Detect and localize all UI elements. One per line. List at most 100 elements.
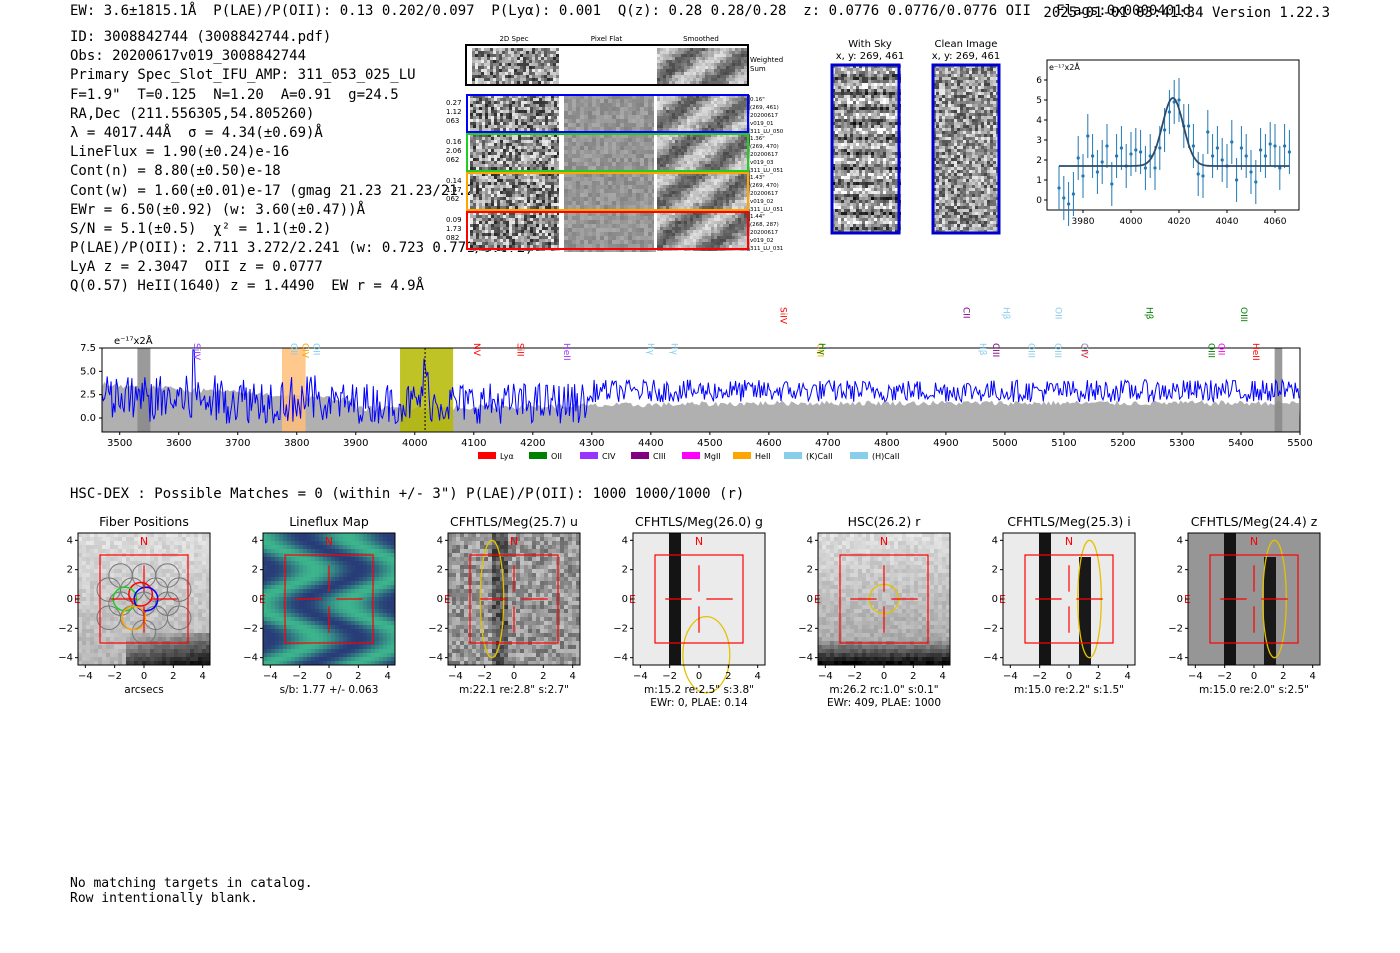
- sky-pixel: [853, 74, 856, 77]
- cutout-pixel: [572, 127, 576, 131]
- cutout-pixel: [497, 140, 500, 143]
- cutout-pixel: [666, 230, 669, 233]
- cutout-pixel: [644, 123, 648, 127]
- cutout-pixel: [657, 155, 660, 158]
- cutout-pixel: [541, 81, 544, 84]
- cutout-pixel: [708, 233, 711, 236]
- cutout-pixel: [612, 216, 616, 220]
- cutout-pixel: [503, 236, 506, 239]
- cutout-pixel: [533, 224, 536, 227]
- cutout-pixel: [497, 233, 500, 236]
- cutout-pixel: [636, 138, 640, 142]
- cutout-pixel: [491, 98, 494, 101]
- cutout-pixel: [497, 200, 500, 203]
- cutout-pixel: [532, 63, 535, 66]
- cutout-pixel: [735, 227, 738, 230]
- cutout-pixel: [672, 63, 675, 66]
- cutout-pixel: [503, 164, 506, 167]
- cutout-pixel: [527, 164, 530, 167]
- cutout-pixel: [515, 95, 518, 98]
- cutout-pixel: [488, 191, 491, 194]
- sky-pixel: [850, 74, 853, 77]
- cutout-pixel: [485, 182, 488, 185]
- cutout-gap: [654, 212, 657, 249]
- cutout-pixel: [539, 194, 542, 197]
- cutout-pixel: [684, 75, 687, 78]
- cutout-pixel: [542, 95, 545, 98]
- cutout-pixel: [735, 54, 738, 57]
- cutout-pixel: [470, 101, 473, 104]
- cutout-pixel: [669, 182, 672, 185]
- cutout-pixel: [726, 176, 729, 179]
- cutout-pixel: [488, 197, 491, 200]
- cutout-pixel: [518, 194, 521, 197]
- cutout-pixel: [675, 152, 678, 155]
- cutout-pixel: [497, 95, 500, 98]
- cutout-pixel: [705, 119, 708, 122]
- cutout-pixel: [696, 146, 699, 149]
- cutout-pixel: [551, 155, 554, 158]
- cutout-pixel: [640, 193, 644, 197]
- cutout-pixel: [669, 81, 672, 84]
- cutout-pixel: [735, 110, 738, 113]
- cutout-pixel: [476, 122, 479, 125]
- cutout-pixel: [711, 134, 714, 137]
- cutout-pixel: [711, 245, 714, 248]
- cutout-pixel: [690, 152, 693, 155]
- cutout-pixel: [608, 177, 612, 181]
- cutout-pixel: [744, 197, 747, 200]
- cutout-pixel: [720, 137, 723, 140]
- cutout-pixel: [657, 81, 660, 84]
- cutout-pixel: [536, 137, 539, 140]
- cutout-pixel: [478, 72, 481, 75]
- cutout-pixel: [744, 245, 747, 248]
- sky-pixel: [841, 68, 844, 71]
- cutout-pixel: [738, 197, 741, 200]
- cutout-pixel: [482, 134, 485, 137]
- cutout-pixel: [596, 166, 600, 170]
- cutout-pixel: [526, 69, 529, 72]
- cutout-pixel: [711, 152, 714, 155]
- cutout-pixel: [666, 245, 669, 248]
- cutout-pixel: [521, 197, 524, 200]
- cutout-pixel: [729, 203, 732, 206]
- cutout-pixel: [502, 72, 505, 75]
- cutout-pixel: [660, 233, 663, 236]
- cutout-pixel: [732, 54, 735, 57]
- cutout-pixel: [470, 224, 473, 227]
- cutout-pixel: [545, 236, 548, 239]
- cutout-pixel: [506, 122, 509, 125]
- cutout-row-frame: [466, 211, 749, 250]
- cutout-pixel: [500, 110, 503, 113]
- cutout-pixel: [723, 110, 726, 113]
- cutout-pixel: [608, 119, 612, 123]
- cutout-pixel: [600, 220, 604, 224]
- cutout-pixel: [488, 140, 491, 143]
- cutout-pixel: [738, 60, 741, 63]
- cutout-pixel: [632, 138, 636, 142]
- cutout-pixel: [681, 152, 684, 155]
- cutout-pixel: [657, 57, 660, 60]
- cutout-pixel: [663, 224, 666, 227]
- cutout-pixel: [497, 197, 500, 200]
- cutout-pixel: [681, 140, 684, 143]
- cutout-pixel: [708, 176, 711, 179]
- cutout-pixel: [500, 122, 503, 125]
- cutout-pixel: [672, 215, 675, 218]
- cutout-pixel: [741, 134, 744, 137]
- cutout-pixel: [533, 188, 536, 191]
- cutout-pixel: [482, 230, 485, 233]
- cutout-pixel: [521, 218, 524, 221]
- sky-pixel: [874, 74, 877, 77]
- cutout-pixel: [696, 134, 699, 137]
- cutout-pixel: [732, 239, 735, 242]
- cutout-pixel: [669, 173, 672, 176]
- cutout-pixel: [624, 134, 628, 138]
- cutout-pixel: [544, 48, 547, 51]
- cutout-pixel: [485, 197, 488, 200]
- cutout-pixel: [738, 140, 741, 143]
- cutout-pixel: [711, 57, 714, 60]
- cutout-pixel: [588, 166, 592, 170]
- cutout-pixel: [588, 127, 592, 131]
- cutout-pixel: [696, 63, 699, 66]
